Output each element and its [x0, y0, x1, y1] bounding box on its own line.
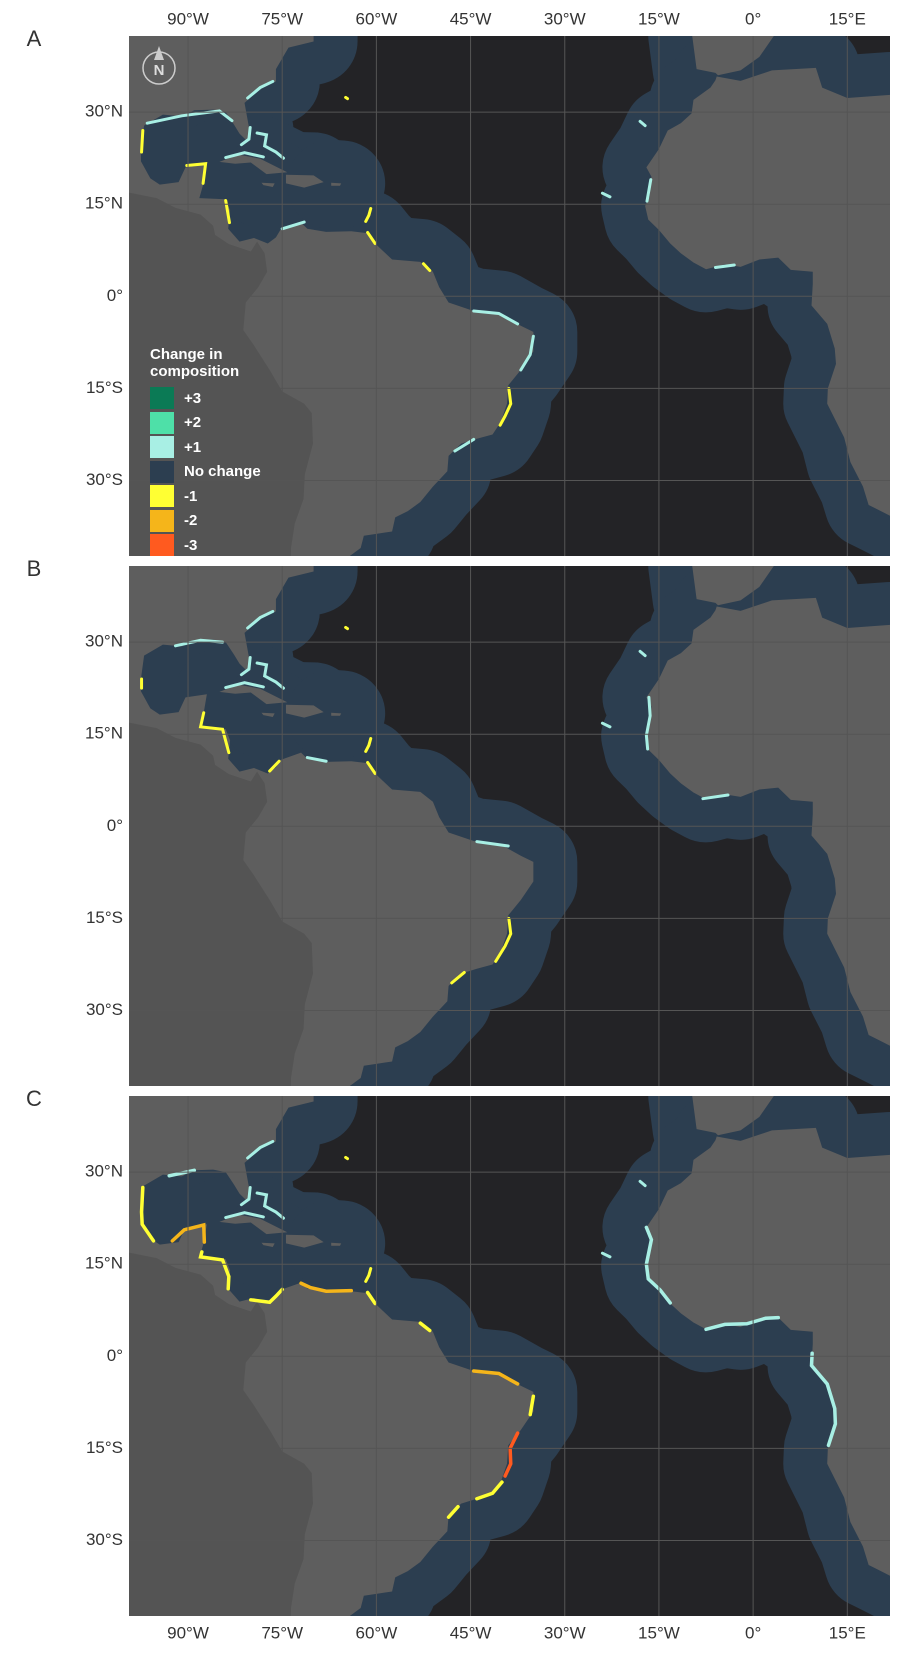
- legend-label: -3: [184, 536, 198, 554]
- y-tick-label: 30°N: [85, 632, 123, 651]
- x-tick-label: 30°W: [544, 1623, 586, 1642]
- panel-label: B: [27, 556, 42, 581]
- x-tick-label: 15°W: [638, 1623, 680, 1642]
- x-tick-label: 60°W: [356, 1623, 398, 1642]
- legend-label: -2: [184, 512, 198, 530]
- y-tick-label: 30°N: [85, 102, 123, 121]
- x-tick-label: 75°W: [261, 9, 303, 28]
- legend-label: -1: [184, 487, 198, 505]
- y-tick-label: 0°: [107, 1346, 123, 1365]
- y-tick-label: 15°S: [86, 1438, 123, 1457]
- compass-arrow: [154, 46, 164, 60]
- legend-key: [150, 509, 174, 532]
- compass: N: [142, 46, 176, 85]
- legend-items: +3 +2 +1 No change -1 -2 -3: [150, 386, 261, 558]
- x-tick-label: 75°W: [261, 1623, 303, 1642]
- x-tick-label: 0°: [745, 9, 761, 28]
- legend-item: +1: [150, 435, 261, 460]
- legend-item: -1: [150, 484, 261, 509]
- legend-item: +2: [150, 411, 261, 436]
- legend-item: -2: [150, 509, 261, 534]
- x-tick-label: 90°W: [167, 9, 209, 28]
- legend-item: -3: [150, 533, 261, 558]
- x-tick-label: 15°E: [829, 1623, 866, 1642]
- x-tick-label: 45°W: [450, 1623, 492, 1642]
- legend-title: Change in composition: [150, 346, 240, 380]
- x-tick-label: 0°: [745, 1623, 761, 1642]
- x-tick-label: 45°W: [450, 9, 492, 28]
- y-tick-label: 30°S: [86, 1530, 123, 1549]
- x-tick-label: 15°E: [829, 9, 866, 28]
- x-tick-label: 30°W: [544, 9, 586, 28]
- y-tick-label: 15°N: [85, 1254, 123, 1273]
- map-panel: [129, 36, 890, 556]
- panel-label: C: [26, 1086, 42, 1111]
- legend-label: +1: [184, 438, 202, 456]
- legend-key: [150, 411, 174, 434]
- x-tick-label: 60°W: [356, 9, 398, 28]
- legend: Change in composition +3 +2 +1 No change -1 -…: [150, 346, 261, 558]
- y-tick-label: 0°: [107, 816, 123, 835]
- legend-item: No change: [150, 460, 261, 485]
- legend-key: [150, 436, 174, 459]
- map-panel: [129, 566, 890, 1086]
- legend-item: +3: [150, 386, 261, 411]
- y-tick-label: 0°: [107, 286, 123, 305]
- legend-key: [150, 387, 174, 410]
- x-tick-label: 15°W: [638, 9, 680, 28]
- legend-label: +2: [184, 414, 202, 432]
- y-tick-label: 30°N: [85, 1162, 123, 1181]
- map-panel: [129, 1096, 890, 1616]
- legend-key: [150, 534, 174, 557]
- y-tick-label: 15°S: [86, 378, 123, 397]
- y-tick-label: 15°S: [86, 908, 123, 927]
- y-tick-label: 15°N: [85, 724, 123, 743]
- legend-label: No change: [184, 463, 261, 481]
- y-tick-label: 30°S: [86, 470, 123, 489]
- legend-label: +3: [184, 389, 202, 407]
- y-tick-label: 30°S: [86, 1000, 123, 1019]
- panel-label: A: [27, 26, 42, 51]
- legend-key: [150, 485, 174, 508]
- compass-letter: N: [154, 62, 165, 79]
- y-tick-label: 15°N: [85, 194, 123, 213]
- x-tick-label: 90°W: [167, 1623, 209, 1642]
- legend-key: [150, 460, 174, 483]
